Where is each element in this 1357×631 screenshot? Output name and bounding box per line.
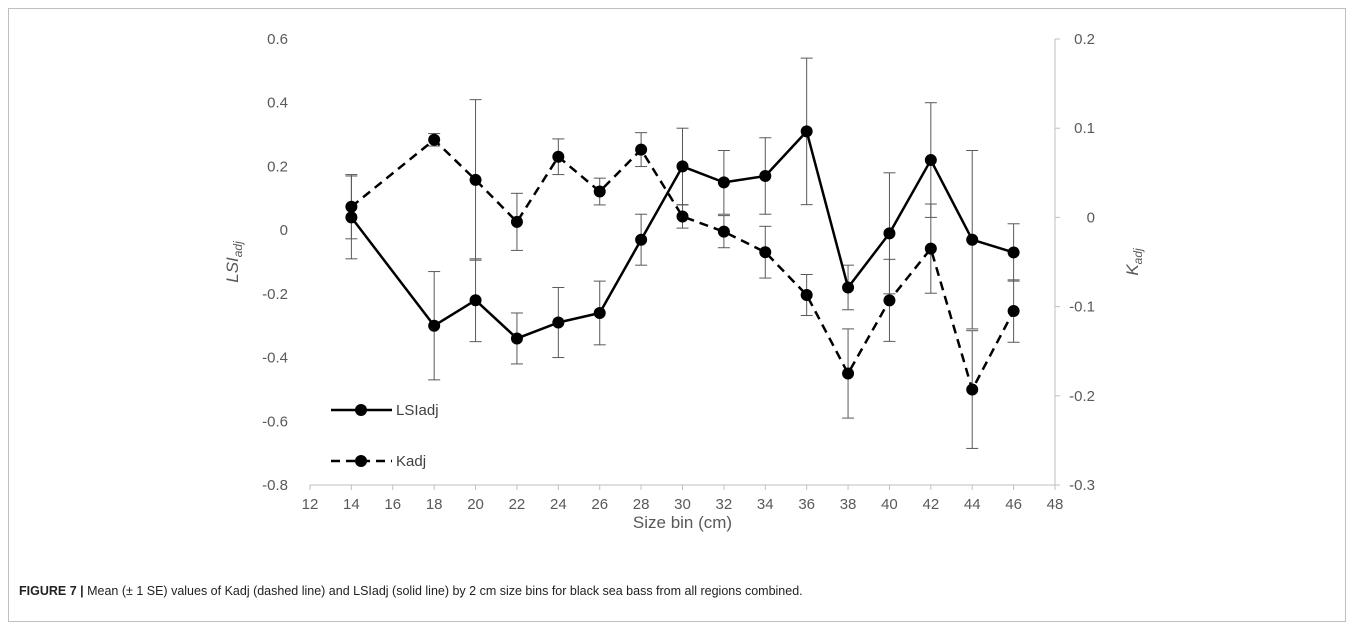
x-tick-label: 16 <box>384 496 401 513</box>
x-tick-label: 40 <box>881 496 898 513</box>
legend-lsiadj-marker <box>355 404 367 416</box>
y2-tick-label: -0.1 <box>1069 299 1095 316</box>
x-tick-label: 28 <box>633 496 650 513</box>
y-tick-label: 0.2 <box>267 158 288 175</box>
lsiadj-data-point <box>345 211 358 224</box>
lsiadj-data-point <box>883 227 896 240</box>
figure-label: FIGURE 7 | <box>19 584 84 598</box>
legend-kadj-label: Kadj <box>396 453 426 470</box>
kadj-data-point <box>717 225 730 238</box>
figure-frame <box>8 8 1346 622</box>
figure-caption-text: Mean (± 1 SE) values of Kadj (dashed lin… <box>83 584 803 598</box>
x-tick-label: 18 <box>426 496 443 513</box>
errorbar-layer <box>345 57 1020 449</box>
x-tick-label: 22 <box>509 496 526 513</box>
legend-kadj-marker <box>355 455 367 467</box>
x-tick-label: 34 <box>757 496 774 513</box>
kadj-data-point <box>635 143 648 156</box>
x-tick-label: 30 <box>674 496 691 513</box>
y2-tick-label: -0.3 <box>1069 477 1095 494</box>
x-tick-label: 46 <box>1005 496 1022 513</box>
x-tick-label: 24 <box>550 496 567 513</box>
lsiadj-data-point <box>1007 246 1020 259</box>
x-tick-label: 14 <box>343 496 360 513</box>
lsiadj-data-point <box>966 233 979 246</box>
lsiadj-data-point <box>635 233 648 246</box>
kadj-data-point <box>842 367 855 380</box>
y-tick-label: 0.4 <box>267 95 288 112</box>
x-axis-title: Size bin (cm) <box>633 513 732 532</box>
legend: LSIadj Kadj <box>331 402 439 470</box>
y2-tick-label: 0.2 <box>1074 31 1095 48</box>
x-tick-label: 44 <box>964 496 981 513</box>
point-layer <box>345 125 1020 396</box>
y-tick-label: -0.2 <box>262 286 288 303</box>
kadj-data-point <box>966 383 979 396</box>
x-tick-label: 42 <box>922 496 939 513</box>
kadj-series-line <box>350 138 1015 391</box>
axes-layer: 12 14 16 18 20 22 24 26 28 30 32 34 36 38 40 42 44 46 48 0.… <box>262 31 1095 513</box>
lsiadj-data-point <box>510 332 523 345</box>
lsiadj-data-point <box>759 169 772 182</box>
x-tick-label: 32 <box>716 496 733 513</box>
x-tick-label: 20 <box>467 496 484 513</box>
y-tick-label: 0.6 <box>267 31 288 48</box>
x-tick-label: 48 <box>1047 496 1064 513</box>
kadj-data-point <box>552 150 565 163</box>
line-layer <box>350 130 1015 391</box>
y-tick-label: 0 <box>280 222 288 239</box>
kadj-data-point <box>1007 305 1020 318</box>
y-tick-label: -0.8 <box>262 477 288 494</box>
y2-tick-label: 0.1 <box>1074 120 1095 137</box>
x-tick-label: 12 <box>302 496 319 513</box>
kadj-data-point <box>800 289 813 302</box>
y-axis-title: LSIadj <box>223 241 245 283</box>
lsiadj-data-point <box>924 154 937 167</box>
y2-tick-label: 0 <box>1087 209 1095 226</box>
x-tick-label: 26 <box>591 496 608 513</box>
lsiadj-data-point <box>800 125 813 138</box>
x-tick-label: 38 <box>840 496 857 513</box>
kadj-data-point <box>510 215 523 228</box>
kadj-data-point <box>428 133 441 146</box>
kadj-data-point <box>924 242 937 255</box>
kadj-data-point <box>593 185 606 198</box>
legend-lsiadj-label: LSIadj <box>396 402 439 419</box>
y2-tick-label: -0.2 <box>1069 388 1095 405</box>
kadj-data-point <box>676 210 689 223</box>
kadj-data-point <box>759 246 772 259</box>
lsiadj-data-point <box>717 176 730 189</box>
y-tick-label: -0.4 <box>262 350 288 367</box>
x-tick-label: 36 <box>798 496 815 513</box>
kadj-data-point <box>345 200 358 213</box>
figure-caption: FIGURE 7 | Mean (± 1 SE) values of Kadj … <box>19 584 1329 598</box>
kadj-data-point <box>469 173 482 186</box>
lsiadj-data-point <box>842 281 855 294</box>
y2-axis-title: Kadj <box>1123 248 1145 276</box>
lsiadj-data-point <box>552 316 565 329</box>
lsiadj-data-point <box>428 319 441 332</box>
lsiadj-data-point <box>469 294 482 307</box>
lsiadj-series-line <box>350 130 1014 340</box>
kadj-data-point <box>883 294 896 307</box>
lsiadj-data-point <box>676 160 689 173</box>
lsiadj-data-point <box>593 306 606 319</box>
y-tick-label: -0.6 <box>262 413 288 430</box>
